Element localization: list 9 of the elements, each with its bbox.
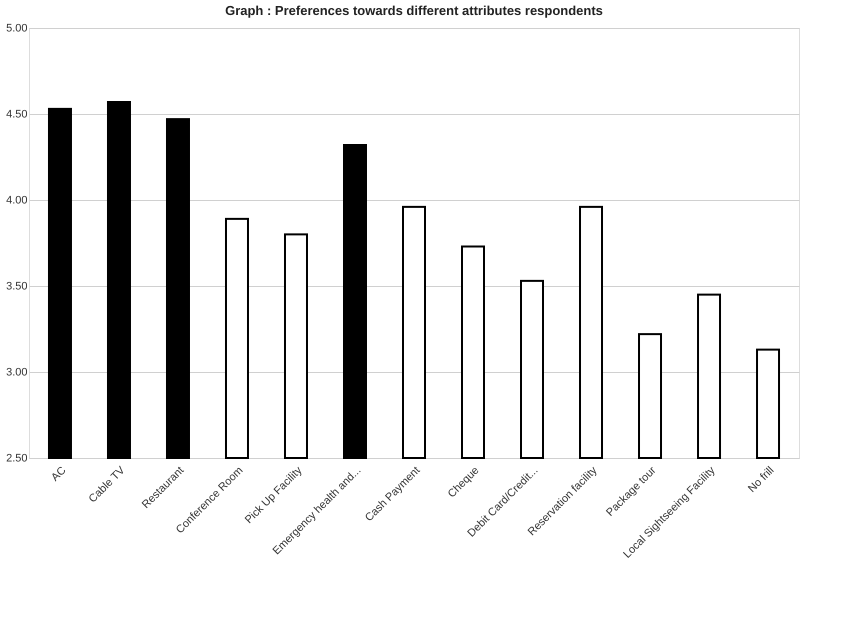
y-tick-label: 4.50	[6, 108, 28, 120]
chart-title: Graph : Preferences towards different attributes respondents	[225, 3, 603, 18]
x-tick-label: AC	[49, 464, 68, 484]
y-tick-label: 5.00	[6, 22, 28, 34]
x-tick-label: No frill	[746, 464, 777, 496]
y-tick-label: 4.00	[6, 194, 28, 206]
y-tick-label: 3.00	[6, 366, 28, 378]
y-tick-label: 2.50	[6, 452, 28, 464]
y-tick-label: 3.50	[6, 280, 28, 292]
